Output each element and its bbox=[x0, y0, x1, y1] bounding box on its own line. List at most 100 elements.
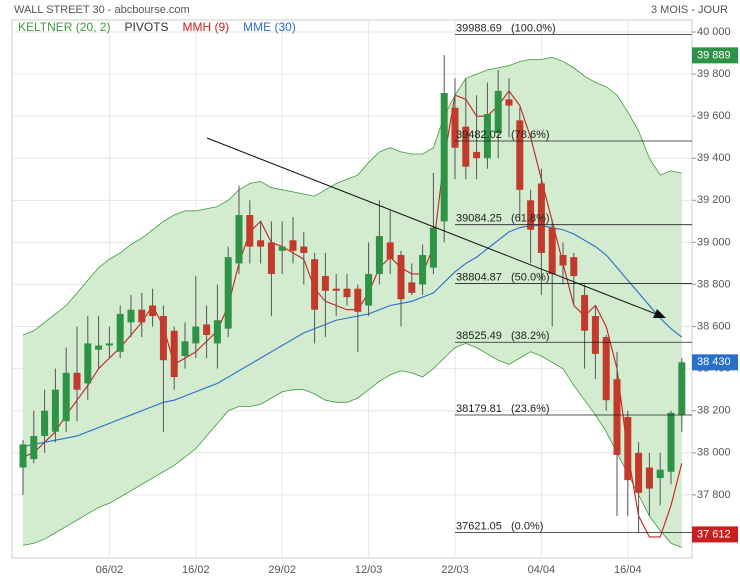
candle-body bbox=[289, 240, 297, 251]
candle-body bbox=[570, 257, 578, 277]
candle-body bbox=[635, 452, 643, 493]
fib-price: 37621.05 bbox=[456, 520, 502, 532]
y-tick-label: 38 600 bbox=[697, 320, 731, 332]
candle-body bbox=[321, 276, 329, 291]
candle-body bbox=[343, 288, 351, 298]
candle-body bbox=[235, 215, 243, 264]
candle-body bbox=[429, 227, 437, 268]
candle-body bbox=[105, 343, 113, 346]
x-tick-label: 04/04 bbox=[528, 564, 556, 576]
fibonacci-layer: 39988.69 (100.0%) 39482.02 (78.6%) 39084.25 (… bbox=[455, 22, 692, 533]
candle-body bbox=[451, 107, 459, 148]
y-tick-label: 38 000 bbox=[697, 447, 731, 459]
fib-label: (0.0%) bbox=[511, 520, 543, 532]
fib-label: (50.0%) bbox=[511, 271, 550, 283]
candle-body bbox=[537, 183, 545, 253]
y-tick-label: 38 800 bbox=[697, 278, 731, 290]
candle-body bbox=[365, 273, 373, 306]
candle-body bbox=[213, 320, 221, 344]
candle-body bbox=[84, 343, 92, 384]
price-tag bbox=[692, 354, 738, 371]
fib-label: (61.8%) bbox=[511, 213, 550, 225]
chart-subtitle: 3 MOIS - JOUR bbox=[651, 4, 728, 16]
fib-price: 38525.49 bbox=[456, 330, 502, 342]
candle-body bbox=[300, 246, 308, 253]
fib-label: (78.6%) bbox=[511, 129, 550, 141]
candle-body bbox=[354, 288, 362, 312]
legend-entry: KELTNER (20, 2) bbox=[18, 20, 110, 34]
candle-body bbox=[278, 246, 286, 251]
candle-body bbox=[246, 215, 254, 247]
candle-body bbox=[127, 309, 135, 323]
candle-body bbox=[516, 120, 524, 190]
price-tag-label: 38 430 bbox=[697, 356, 731, 368]
candle-body bbox=[591, 316, 599, 354]
y-tick-label: 37 800 bbox=[697, 489, 731, 501]
candle-body bbox=[138, 309, 146, 323]
candle-body bbox=[656, 469, 664, 479]
candle-body bbox=[624, 417, 632, 481]
fib-price: 39482.02 bbox=[456, 129, 502, 141]
candle-body bbox=[170, 330, 178, 378]
x-tick-label: 16/04 bbox=[614, 564, 642, 576]
candle-body bbox=[462, 126, 470, 167]
candle-body bbox=[116, 313, 124, 352]
candle-body bbox=[159, 316, 167, 361]
legend-entry: PIVOTS bbox=[124, 20, 168, 34]
candle-body bbox=[203, 324, 211, 335]
candle-body bbox=[473, 151, 481, 159]
fib-price: 39988.69 bbox=[456, 22, 502, 34]
x-tick-label: 16/02 bbox=[182, 564, 210, 576]
candle-body bbox=[332, 288, 340, 291]
price-tag bbox=[692, 526, 738, 543]
candle-body bbox=[602, 337, 610, 401]
candle-body bbox=[581, 294, 589, 331]
line-series bbox=[22, 225, 683, 448]
candle-body bbox=[613, 379, 621, 455]
fib-label: (100.0%) bbox=[511, 22, 556, 34]
trend-arrow bbox=[206, 137, 666, 318]
y-tick-label: 39 200 bbox=[697, 194, 731, 206]
candle-body bbox=[149, 305, 157, 317]
keltner-upper bbox=[22, 56, 682, 336]
price-tag-label: 37 612 bbox=[697, 528, 731, 540]
legend-entry: MME (30) bbox=[243, 20, 296, 34]
candle-body bbox=[19, 444, 27, 468]
line-series bbox=[22, 89, 683, 538]
candle-body bbox=[667, 412, 675, 472]
candle-body bbox=[181, 341, 189, 357]
y-tick-label: 39 600 bbox=[697, 110, 731, 122]
fib-label: (38.2%) bbox=[511, 330, 550, 342]
candle-body bbox=[73, 372, 81, 390]
candle-body bbox=[62, 372, 70, 422]
candle-body bbox=[192, 326, 200, 344]
candle-body bbox=[95, 345, 103, 350]
candle-body bbox=[645, 467, 653, 489]
legend-entry: MMH (9) bbox=[183, 20, 230, 34]
candle-body bbox=[375, 236, 383, 274]
candle-body bbox=[527, 200, 535, 230]
candle-body bbox=[505, 99, 513, 106]
price-tag bbox=[692, 47, 738, 64]
fib-price: 38179.81 bbox=[456, 403, 502, 415]
candle-body bbox=[311, 259, 319, 310]
candle-body bbox=[51, 389, 59, 432]
fib-label: (23.6%) bbox=[511, 403, 550, 415]
candle-body bbox=[267, 242, 275, 274]
x-tick-label: 12/03 bbox=[355, 564, 383, 576]
candle-body bbox=[397, 255, 405, 300]
y-tick-label: 38 200 bbox=[697, 405, 731, 417]
candle-body bbox=[419, 255, 427, 285]
candle-body bbox=[440, 93, 448, 222]
candle-layer bbox=[19, 55, 686, 533]
x-tick-label: 22/03 bbox=[441, 564, 469, 576]
y-tick-label: 39 400 bbox=[697, 152, 731, 164]
candle-body bbox=[678, 362, 686, 415]
keltner-lower bbox=[22, 342, 682, 548]
legend: KELTNER (20, 2) PIVOTS MMH (9) MME (30) bbox=[18, 20, 296, 34]
fib-price: 39084.25 bbox=[456, 213, 502, 225]
x-tick-label: 29/02 bbox=[268, 564, 296, 576]
